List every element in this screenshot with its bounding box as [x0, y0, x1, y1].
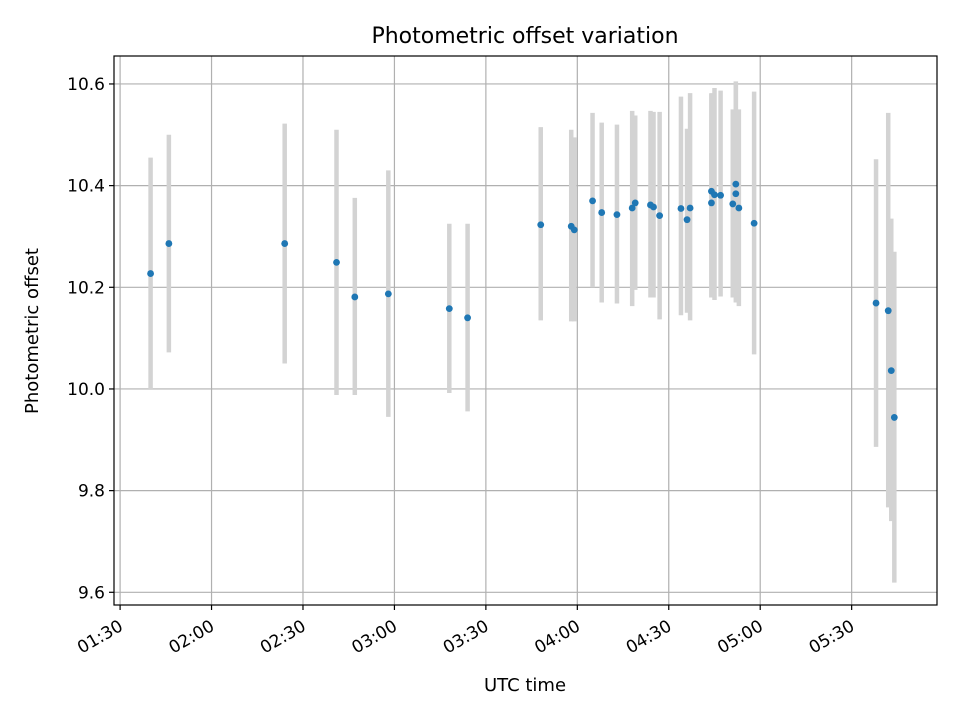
- data-point: [732, 180, 740, 188]
- x-axis-label: UTC time: [484, 675, 566, 696]
- data-point: [613, 211, 621, 219]
- data-point: [711, 191, 718, 199]
- data-point: [147, 270, 154, 277]
- data-point: [887, 367, 895, 375]
- data-point: [445, 305, 453, 313]
- data-point: [589, 197, 596, 205]
- data-point: [333, 258, 340, 266]
- data-point: [281, 240, 289, 247]
- data-point: [384, 290, 392, 298]
- data-points: [147, 180, 898, 421]
- data-point: [537, 221, 545, 229]
- data-point: [750, 219, 758, 227]
- y-tick-label: 10.6: [67, 75, 105, 95]
- y-tick-label: 10.0: [67, 380, 105, 400]
- data-point: [708, 199, 715, 207]
- data-point: [735, 204, 743, 212]
- data-point: [729, 200, 737, 208]
- y-tick-label: 10.2: [67, 278, 105, 298]
- data-point: [165, 240, 173, 247]
- data-point: [650, 203, 657, 211]
- y-tick-label: 10.4: [67, 177, 105, 197]
- data-point: [686, 204, 694, 212]
- plot-frame: [113, 55, 938, 606]
- data-point: [570, 226, 578, 234]
- y-tick-label: 9.8: [78, 482, 105, 502]
- data-point: [884, 307, 892, 315]
- data-point: [890, 414, 898, 421]
- data-point: [683, 216, 691, 224]
- data-point: [631, 199, 639, 207]
- grid-lines: [114, 56, 937, 605]
- y-tick-label: 9.6: [78, 583, 105, 603]
- data-point: [872, 299, 880, 307]
- plot-area: [114, 56, 937, 605]
- data-point: [717, 191, 724, 199]
- data-point: [656, 212, 664, 220]
- y-axis-label: Photometric offset: [22, 248, 43, 414]
- chart-title: Photometric offset variation: [371, 24, 678, 49]
- y-axis-ticks: 9.6 9.8 10.0 10.2 10.4 10.6: [67, 75, 114, 603]
- data-point: [351, 293, 359, 301]
- data-point: [732, 190, 740, 198]
- data-point: [677, 205, 685, 212]
- data-point: [464, 314, 471, 322]
- data-point: [628, 204, 636, 212]
- data-point: [598, 209, 606, 216]
